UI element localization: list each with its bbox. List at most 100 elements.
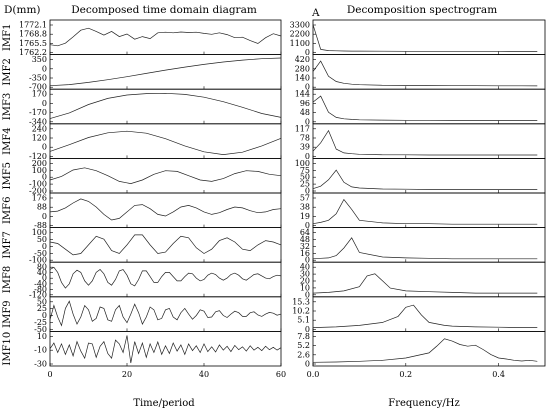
spectrum-y-tick-label: 420 — [295, 55, 310, 64]
time-y-tick-label: 0 — [42, 64, 47, 73]
frequency-x-tick-label: 0.4 — [492, 370, 505, 379]
spectrum-y-tick-label: 0 — [305, 83, 310, 92]
spectrum-panel-frame — [312, 19, 546, 55]
spectrum-y-tick-label: 40 — [300, 263, 310, 272]
spectrum-y-tick-label: 5.1 — [297, 316, 310, 325]
time-y-tick-label: -350 — [29, 74, 47, 83]
time-series-line-imf5 — [49, 167, 282, 184]
time-x-tick-label: 60 — [276, 370, 286, 379]
right-unit-label: A — [311, 7, 320, 19]
time-panel-frame — [49, 261, 282, 298]
time-series-line-imf9 — [49, 300, 282, 327]
spectrum-y-tick-label: 2.6 — [297, 350, 310, 359]
spectrum-panel-frame — [312, 227, 546, 263]
time-y-tick-label: -170 — [29, 108, 47, 117]
time-y-tick-label: 1768.8 — [19, 30, 47, 39]
spectrum-y-tick-label: 10.2 — [292, 307, 310, 316]
time-y-tick-label: -10 — [34, 346, 47, 355]
time-x-tick-label: 0 — [47, 370, 52, 379]
spectrum-y-tick-label: 78 — [300, 134, 310, 143]
time-y-tick-label: 0 — [42, 212, 47, 221]
frequency-x-tick-label: 0.2 — [399, 370, 412, 379]
time-y-tick-label: -40 — [34, 279, 47, 288]
spectrum-y-tick-label: 140 — [295, 74, 310, 83]
spectrum-y-tick-label: 7.8 — [297, 332, 310, 341]
spectrum-y-tick-label: 50 — [300, 173, 310, 182]
spectrum-panel-frame — [312, 330, 546, 367]
imf-label: IMF1 — [2, 24, 13, 52]
spectrum-y-tick-label: 117 — [295, 124, 310, 133]
time-y-tick-label: 0 — [42, 143, 47, 152]
left-unit-label: D(mm) — [4, 4, 41, 16]
spectrum-series-line-imf6 — [312, 198, 538, 225]
time-y-tick-label: 80 — [37, 263, 47, 272]
time-panel-frame — [49, 157, 282, 194]
spectrum-y-tick-label: 280 — [295, 64, 310, 73]
time-series-line-imf3 — [49, 92, 282, 119]
spectrum-series-line-imf3 — [312, 95, 538, 121]
time-y-tick-label: 240 — [32, 124, 47, 133]
spectrum-y-tick-label: 0 — [305, 152, 310, 161]
spectrum-y-tick-label: 64 — [300, 228, 310, 237]
spectrum-panel-imf9: 15.310.25.10 — [292, 296, 546, 334]
spectrum-y-tick-label: 0 — [305, 360, 310, 369]
imf-label: IMF6 — [2, 197, 13, 225]
spectrum-panel-frame — [312, 157, 546, 194]
spectrum-series-line-imf10 — [312, 338, 538, 363]
time-y-tick-label: -30 — [34, 360, 47, 369]
spectrum-panel-imf10: 7.85.22.60 — [297, 330, 546, 369]
spectrum-y-tick-label: 16 — [300, 249, 310, 258]
time-y-tick-label: -50 — [34, 325, 47, 334]
time-panel-frame — [49, 330, 282, 367]
spectrum-y-tick-label: 48 — [300, 235, 310, 244]
spectrum-series-line-imf1 — [312, 24, 538, 52]
spectrum-series-line-imf9 — [312, 304, 538, 328]
time-y-tick-label: -100 — [29, 180, 47, 189]
imf-label: IMF4 — [2, 127, 13, 155]
time-y-tick-label: -88 — [34, 221, 47, 230]
time-x-tick-label: 20 — [122, 370, 132, 379]
spectrum-y-tick-label: 19 — [300, 212, 310, 221]
time-series-line-imf1 — [49, 27, 282, 47]
time-series-line-imf10 — [49, 335, 282, 364]
imf-label: IMF8 — [2, 266, 13, 294]
spectrum-series-line-imf5 — [312, 169, 538, 190]
spectrum-y-tick-label: 0 — [305, 221, 310, 230]
frequency-x-tick-label: 0.0 — [307, 370, 320, 379]
time-y-tick-label: 0 — [42, 242, 47, 251]
time-y-tick-label: -25 — [34, 318, 47, 327]
time-y-tick-label: -100 — [29, 256, 47, 265]
time-y-tick-label: 0 — [42, 274, 47, 283]
frequency-axis-label: Frequency/Hz — [388, 398, 459, 409]
spectrum-y-tick-label: 10 — [300, 283, 310, 292]
spectrum-panel-frame — [312, 88, 546, 125]
time-y-tick-label: 50 — [37, 235, 47, 244]
spectrum-y-tick-label: 0 — [305, 117, 310, 126]
spectrum-y-tick-label: 5.2 — [297, 341, 310, 350]
time-y-tick-label: 120 — [32, 134, 47, 143]
time-panel-imf10: 10 -10 -30 IMF10 — [2, 330, 282, 369]
time-series-line-imf8 — [49, 266, 282, 289]
spectrum-series-line-imf7 — [312, 237, 538, 260]
spectrum-y-tick-label: 0 — [305, 290, 310, 299]
imf-label: IMF9 — [2, 300, 13, 328]
imf-label: IMF5 — [2, 162, 13, 190]
spectrum-y-tick-label: 0 — [305, 325, 310, 334]
time-series-line-imf7 — [49, 234, 282, 256]
time-y-tick-label: 0 — [42, 173, 47, 182]
time-y-tick-label: -50 — [34, 249, 47, 258]
time-y-tick-label: -120 — [29, 290, 47, 299]
time-y-tick-label: 1765.5 — [19, 39, 47, 48]
